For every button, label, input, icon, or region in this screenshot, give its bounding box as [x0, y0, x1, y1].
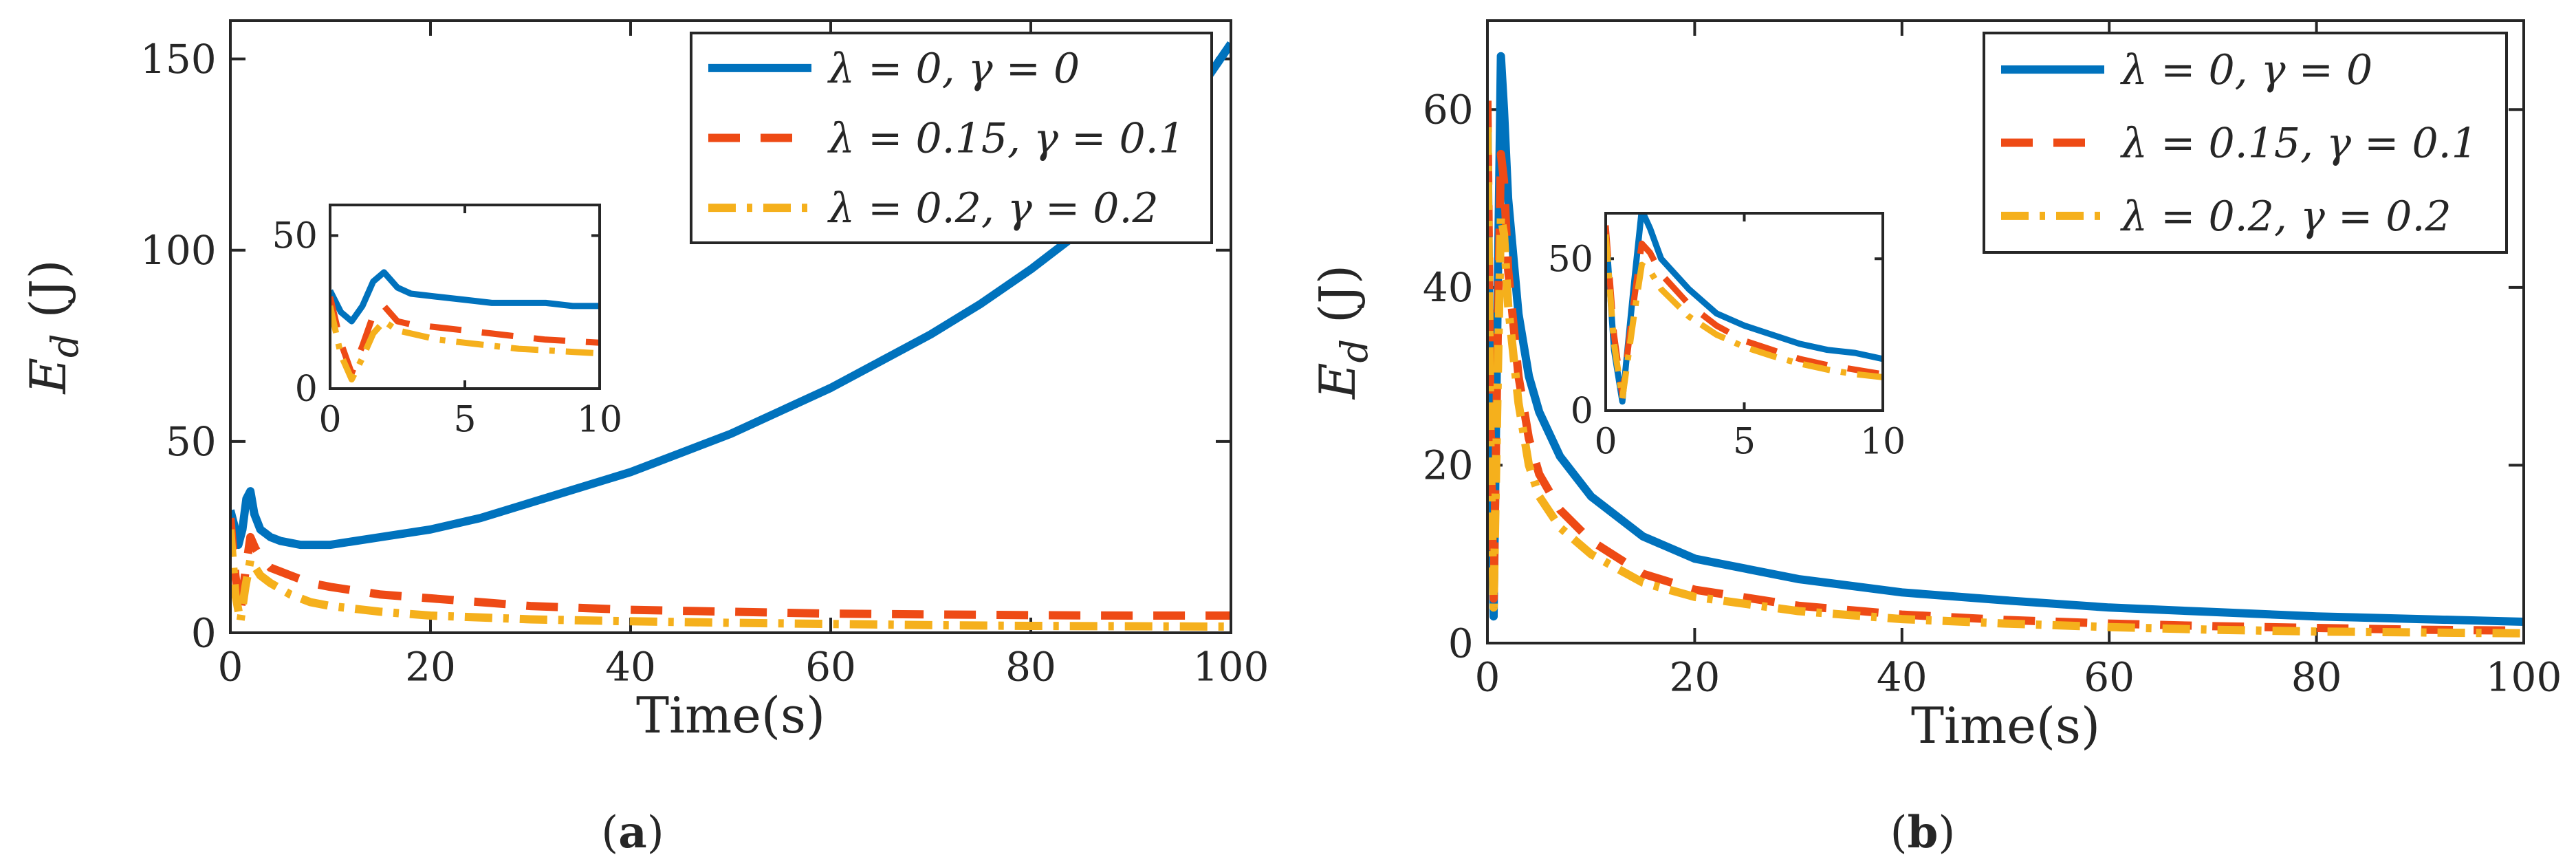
inset-chart: 0 5 10 0 50: [1548, 212, 1906, 462]
inset-1-xtick-label: 5: [1733, 421, 1756, 462]
inset-1-xtick-label: 10: [1860, 421, 1906, 462]
legend-entry-1: λ = 0.15, γ = 0.1: [2120, 120, 2478, 168]
main-1-xtick-label: 20: [1669, 654, 1720, 701]
main-0-xtick-label: 40: [605, 644, 656, 691]
inset-0-series-2-line: [330, 305, 600, 383]
legend-entry-0: λ = 0, γ = 0: [2120, 46, 2372, 94]
inset-1-frame: [1604, 212, 1884, 412]
legend-entry-1: λ = 0.15, γ = 0.1: [827, 115, 1185, 163]
x-axis-label: Time(s): [1911, 697, 2100, 755]
legend-entry-0: λ = 0, γ = 0: [827, 45, 1080, 93]
main-0-xtick-label: 20: [405, 644, 456, 691]
main-1-ytick-label: 0: [1448, 620, 1474, 666]
main-1-ytick-label: 40: [1423, 264, 1474, 311]
inset-0-ytick-label: 50: [272, 216, 318, 257]
inset-0-xtick-label: 0: [318, 399, 341, 440]
y-axis-label-subscript: d: [43, 334, 87, 358]
y-axis-label: Ed (J): [1309, 265, 1376, 400]
y-axis-label-unit: (J): [1309, 265, 1366, 339]
y-axis-label-subscript: d: [1333, 339, 1376, 363]
main-1-xtick-label: 100: [2486, 654, 2562, 701]
main-1-xtick-label: 0: [1475, 654, 1500, 701]
inset-1-ytick-label: 0: [1571, 391, 1593, 432]
y-axis-label-symbol: E: [1309, 362, 1366, 400]
y-axis-label: Ed (J): [19, 259, 87, 395]
legend: λ = 0, γ = 0 λ = 0.15, γ = 0.1 λ = 0.2, γ …: [1983, 32, 2508, 254]
main-1-xtick-label: 60: [2084, 654, 2135, 701]
main-0-frame-top: [229, 19, 1232, 634]
inset-0-series-0-line: [330, 269, 600, 325]
inset-1-ytick-label: 50: [1548, 239, 1593, 280]
inset-chart: 0 5 10 0 50: [272, 204, 622, 440]
main-0-ytick-label: 0: [191, 609, 217, 656]
panel-label: (a): [601, 807, 664, 858]
inset-1-frame-top: [1604, 212, 1884, 412]
main-0-series-0-line: [230, 41, 1231, 550]
inset-0-ytick-label: 0: [295, 369, 318, 410]
inset-1-series-0-line: [1606, 213, 1883, 405]
inset-0-series-1-line: [330, 296, 600, 377]
y-axis-label-unit: (J): [19, 259, 77, 334]
main-1-frame-top: [1486, 19, 2525, 644]
x-axis-label: Time(s): [636, 686, 825, 744]
main-1-ytick-label: 20: [1423, 442, 1474, 489]
main-0-xtick-label: 0: [218, 644, 243, 691]
inset-0-xtick-label: 10: [577, 399, 622, 440]
main-0-ytick-label: 150: [140, 36, 217, 83]
inset-1-series-2-line: [1606, 234, 1883, 402]
legend: λ = 0, γ = 0 λ = 0.15, γ = 0.1 λ = 0.2, γ …: [690, 32, 1213, 244]
main-0-series-2-line: [230, 529, 1231, 631]
inset-1-xtick-label: 0: [1594, 421, 1617, 462]
main-0-ytick-label: 50: [166, 418, 217, 465]
legend-entry-2: λ = 0.2, γ = 0.2: [827, 184, 1159, 232]
main-0-xtick-label: 100: [1193, 644, 1269, 691]
main-0-xtick-label: 60: [805, 644, 856, 691]
main-1-xtick-label: 40: [1877, 654, 1928, 701]
main-1-series-2-line: [1487, 127, 2524, 638]
main-0-xtick-label: 80: [1005, 644, 1056, 691]
panel-label: (b): [1890, 807, 1956, 858]
main-1-ytick-label: 60: [1423, 87, 1474, 133]
main-0-ytick-label: 100: [140, 227, 217, 274]
main-1-xtick-label: 80: [2291, 654, 2342, 701]
inset-0-xtick-label: 5: [453, 399, 476, 440]
legend-entry-2: λ = 0.2, γ = 0.2: [2120, 193, 2452, 241]
main-0-series-1-line: [230, 517, 1231, 620]
inset-1-series-1-line: [1606, 225, 1883, 399]
y-axis-label-symbol: E: [19, 358, 77, 395]
inset-0-frame-top: [329, 204, 601, 390]
